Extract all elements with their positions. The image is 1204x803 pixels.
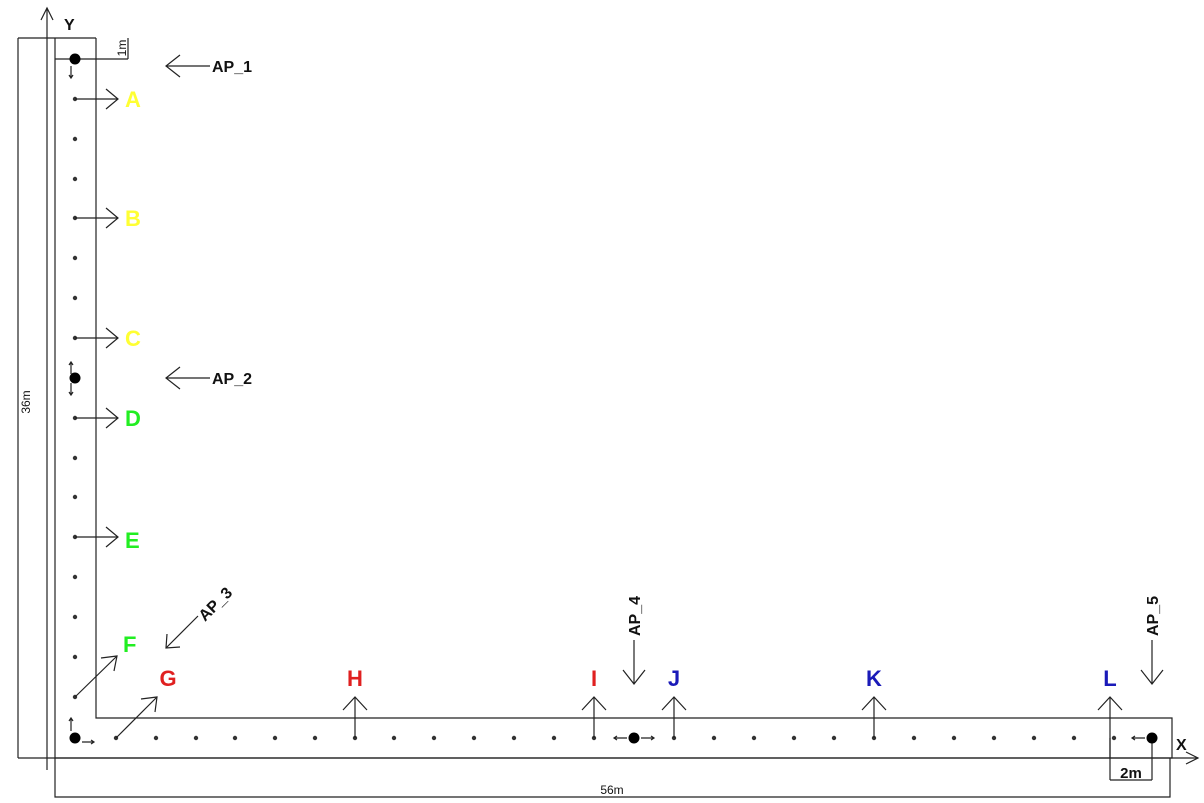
ap1-marker — [68, 53, 81, 80]
width-dimension-label: 56m — [600, 783, 623, 797]
arrow-point-c — [75, 327, 119, 349]
point-label-j: J — [668, 666, 680, 691]
point-label-f: F — [123, 632, 136, 657]
arrow-point-e — [75, 526, 119, 548]
arrow-point-h — [342, 696, 368, 738]
height-dimension-label: 36m — [19, 390, 33, 413]
ap1-callout-arrow — [165, 54, 210, 78]
ap4-label: AP_4 — [627, 596, 644, 636]
point-label-d: D — [125, 406, 141, 431]
point-label-e: E — [125, 528, 140, 553]
outer-dimension-frame — [17, 37, 1171, 798]
point-label-a: A — [125, 87, 141, 112]
x-axis — [18, 751, 1200, 765]
ap2-label: AP_2 — [212, 371, 252, 388]
arrow-point-d — [75, 407, 119, 429]
y-axis-label: Y — [64, 17, 75, 34]
ap1-label: AP_1 — [212, 59, 252, 76]
ap4-marker — [612, 732, 656, 744]
point-label-c: C — [125, 326, 141, 351]
arrow-point-k — [861, 696, 887, 738]
point-label-h: H — [347, 666, 363, 691]
arrow-point-g — [115, 696, 158, 739]
measurement-grid-vertical — [72, 96, 78, 700]
point-label-k: K — [866, 666, 882, 691]
point-label-i: I — [591, 666, 597, 691]
y-axis — [40, 6, 54, 770]
ap3-label: AP_3 — [196, 584, 236, 624]
ap3-callout-arrow — [165, 615, 199, 649]
arrow-point-b — [75, 207, 119, 229]
point-label-l: L — [1103, 666, 1116, 691]
measurement-grid-horizontal — [113, 735, 1117, 741]
ap4-callout-arrow — [622, 640, 646, 685]
point-label-g: G — [159, 666, 176, 691]
ap5-callout-arrow — [1140, 640, 1164, 685]
arrow-point-a — [75, 88, 119, 110]
ap5-offset-label: 2m — [1120, 765, 1142, 782]
arrow-point-j — [661, 696, 687, 738]
ap2-callout-arrow — [165, 366, 210, 390]
l-corridor-outline — [54, 38, 1173, 759]
arrow-point-f — [74, 655, 118, 698]
arrow-point-l — [1097, 696, 1123, 758]
x-axis-label: X — [1176, 737, 1187, 754]
ap2-marker — [68, 360, 81, 397]
ap5-marker — [1130, 732, 1158, 744]
point-label-b: B — [125, 206, 141, 231]
ap3-marker — [68, 716, 96, 745]
ap5-label: AP_5 — [1145, 596, 1162, 636]
arrow-point-i — [581, 696, 607, 738]
corridor-width-label: 1m — [115, 40, 129, 57]
